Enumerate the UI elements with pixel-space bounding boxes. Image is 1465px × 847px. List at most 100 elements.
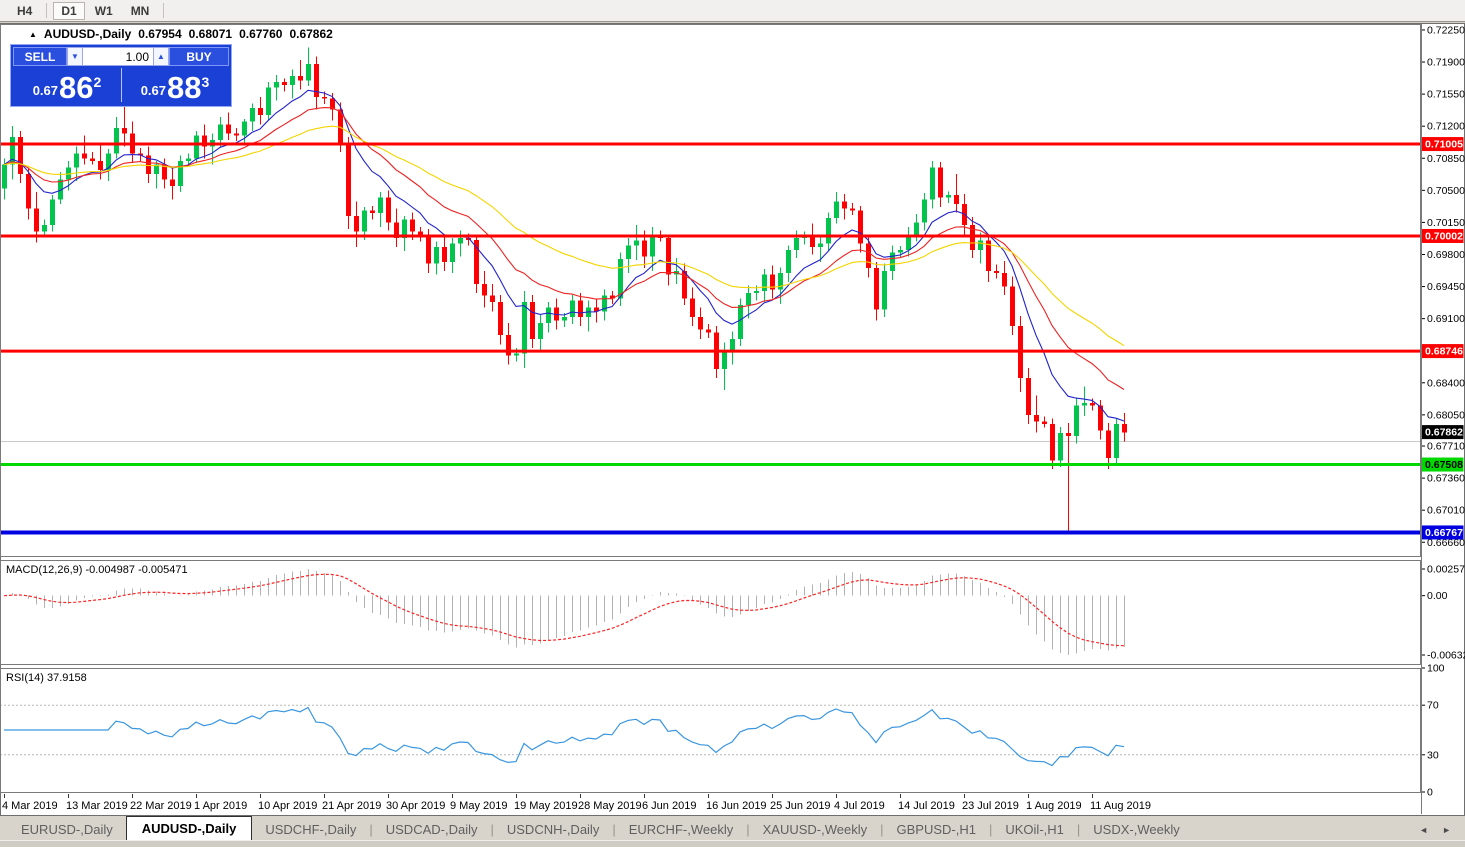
tab-usdcnh-daily[interactable]: USDCNH-,Daily <box>506 822 600 837</box>
svg-text:0.70002: 0.70002 <box>1425 230 1463 242</box>
timeframe-button-w1[interactable]: W1 <box>94 3 113 18</box>
tab-usdchf-daily[interactable]: USDCHF-,Daily <box>265 822 357 837</box>
tab-eurchf-weekly[interactable]: EURCHF-,Weekly <box>628 822 734 837</box>
candle <box>898 249 903 253</box>
macd-signal-line <box>3 573 1125 647</box>
rsi-line <box>4 706 1125 767</box>
tab-ukoil-h1[interactable]: UKOil-,H1 <box>1005 822 1064 837</box>
candle <box>970 225 975 250</box>
candle <box>938 167 943 198</box>
candle <box>730 338 735 351</box>
tab-scroll-left-icon[interactable]: ◄ <box>1419 825 1429 835</box>
chart-title-row: ▲ AUDUSD-,Daily 0.67954 0.68071 0.67760 … <box>29 27 340 41</box>
one-click-trading-panel: SELL ▼ ▲ BUY 0.67 86 2 0.67 88 3 <box>10 44 232 107</box>
candle <box>914 222 919 235</box>
candle <box>1026 378 1031 415</box>
date-tick-label: 1 Aug 2019 <box>1026 800 1082 812</box>
tab-usdcad-daily[interactable]: USDCAD-,Daily <box>385 822 478 837</box>
timeframe-button-h4[interactable]: H4 <box>17 3 33 18</box>
candle <box>106 153 111 171</box>
buy-price-pip: 3 <box>201 74 210 90</box>
buy-price-prefix: 0.67 <box>140 83 167 98</box>
candle <box>562 316 567 321</box>
toolbar-separator <box>163 3 165 18</box>
chart-canvas[interactable]: 0.72250 0.71900 0.71550 0.71200 0.70850 0.705… <box>0 0 1465 816</box>
candle <box>410 219 415 232</box>
candle <box>322 96 327 99</box>
candle <box>1002 272 1007 287</box>
candle <box>946 194 951 198</box>
candle <box>746 292 751 305</box>
candle <box>162 164 167 180</box>
candle <box>346 142 351 216</box>
candle <box>450 243 455 262</box>
volume-decrease-button[interactable]: ▼ <box>67 47 83 66</box>
candle <box>1090 402 1095 406</box>
macd-axis-label: 0.002574 <box>1427 564 1465 576</box>
date-tick-label: 13 Mar 2019 <box>66 800 128 812</box>
tab-scroll-right-icon[interactable]: ► <box>1442 825 1451 835</box>
candle <box>170 179 175 186</box>
candle <box>538 323 543 339</box>
sell-price[interactable]: 0.67 86 2 <box>13 66 121 104</box>
tab-eurusd-daily[interactable]: EURUSD-,Daily <box>21 822 113 837</box>
candle <box>1034 414 1039 422</box>
candle <box>634 240 639 246</box>
candle <box>1098 405 1103 431</box>
chart-title: AUDUSD-,Daily <box>43 27 132 41</box>
price-tick-label: 0.70850 <box>1427 153 1465 165</box>
candle <box>546 307 551 324</box>
candle <box>1122 424 1127 433</box>
tab-audusd-daily[interactable]: AUDUSD-,Daily <box>125 816 253 840</box>
candle <box>194 135 199 159</box>
candle <box>794 237 799 250</box>
candle <box>82 153 87 159</box>
date-tick-label: 1 Apr 2019 <box>194 800 247 812</box>
candle <box>594 307 599 312</box>
candle <box>650 236 655 257</box>
tab-usdx-weekly[interactable]: USDX-,Weekly <box>1093 822 1180 837</box>
candle <box>994 270 999 273</box>
date-tick-label: 4 Jul 2019 <box>834 800 885 812</box>
candle <box>514 353 519 356</box>
candle <box>370 210 375 214</box>
candle <box>1058 433 1063 461</box>
candlestick-series <box>2 47 1127 533</box>
price-tick-label: 0.68050 <box>1427 409 1465 421</box>
candle <box>506 335 511 356</box>
timeframe-button-mn[interactable]: MN <box>130 3 150 18</box>
volume-increase-button[interactable]: ▲ <box>153 47 169 66</box>
candle <box>626 245 631 260</box>
tab-gbpusd-h1[interactable]: GBPUSD-,H1 <box>896 822 976 837</box>
date-tick-label: 9 May 2019 <box>450 800 507 812</box>
candle <box>690 298 695 317</box>
candle <box>234 133 239 136</box>
symbol-marker-icon: ▲ <box>29 29 37 39</box>
svg-text:0.67862: 0.67862 <box>1425 427 1463 439</box>
date-tick-label: 6 Jun 2019 <box>642 800 696 812</box>
ohlc-low: 0.67760 <box>239 27 283 41</box>
candle <box>834 201 839 218</box>
price-axis: 0.72250 0.71900 0.71550 0.71200 0.70850 0.705… <box>1421 24 1465 799</box>
sell-button[interactable]: SELL <box>13 47 67 66</box>
timeframe-button-d1[interactable]: D1 <box>53 1 85 20</box>
macd-axis-label: -0.006326 <box>1427 650 1465 662</box>
volume-input[interactable] <box>83 47 153 66</box>
candle <box>90 158 95 162</box>
candle <box>818 243 823 248</box>
buy-price-big: 88 <box>167 69 202 105</box>
sell-price-big: 86 <box>59 69 94 105</box>
price-badge: 0.66767 <box>1421 525 1464 540</box>
svg-text:0.71005: 0.71005 <box>1425 139 1463 151</box>
buy-button[interactable]: BUY <box>169 47 229 66</box>
candle <box>330 98 335 110</box>
price-tick-label: 0.71900 <box>1427 57 1465 69</box>
candle <box>930 167 935 200</box>
buy-price[interactable]: 0.67 88 3 <box>121 66 229 104</box>
ma-line-fast <box>3 89 1125 422</box>
sell-price-prefix: 0.67 <box>32 83 59 98</box>
tab-xauusd-weekly[interactable]: XAUUSD-,Weekly <box>762 822 868 837</box>
candle <box>402 219 407 238</box>
macd-pane-border <box>0 560 1421 665</box>
toolbar-separator <box>46 3 48 18</box>
